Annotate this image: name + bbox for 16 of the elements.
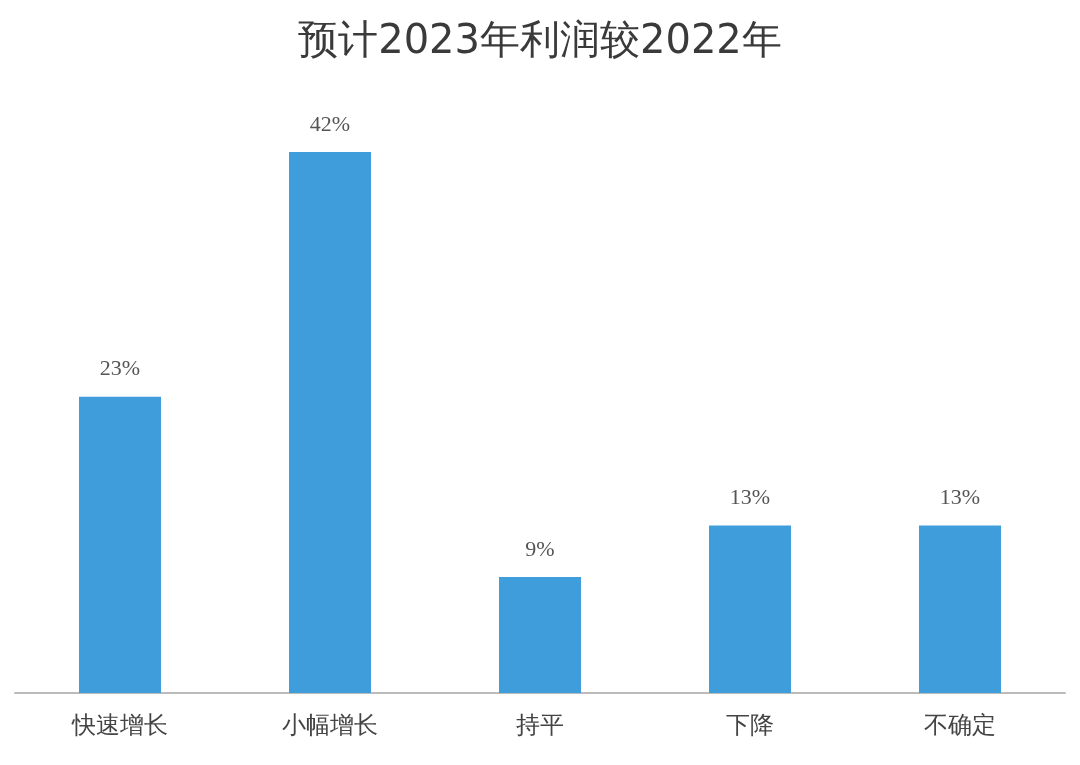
x-tick-label: 小幅增长: [282, 711, 378, 739]
bar: [79, 396, 161, 693]
bar: [709, 525, 791, 693]
chart-title: 预计2023年利润较2022年: [298, 16, 782, 62]
x-tick-label: 下降: [726, 711, 774, 739]
x-tick-label: 持平: [516, 711, 564, 739]
data-label: 9%: [525, 535, 555, 561]
x-tick-label: 不确定: [924, 711, 996, 739]
bar: [919, 525, 1001, 693]
data-label: 42%: [309, 110, 351, 136]
bar: [289, 152, 371, 693]
data-label: 13%: [729, 484, 771, 510]
bar: [499, 577, 581, 693]
x-tick-label: 快速增长: [71, 711, 168, 739]
data-label: 23%: [99, 355, 141, 381]
data-label: 13%: [939, 484, 981, 510]
